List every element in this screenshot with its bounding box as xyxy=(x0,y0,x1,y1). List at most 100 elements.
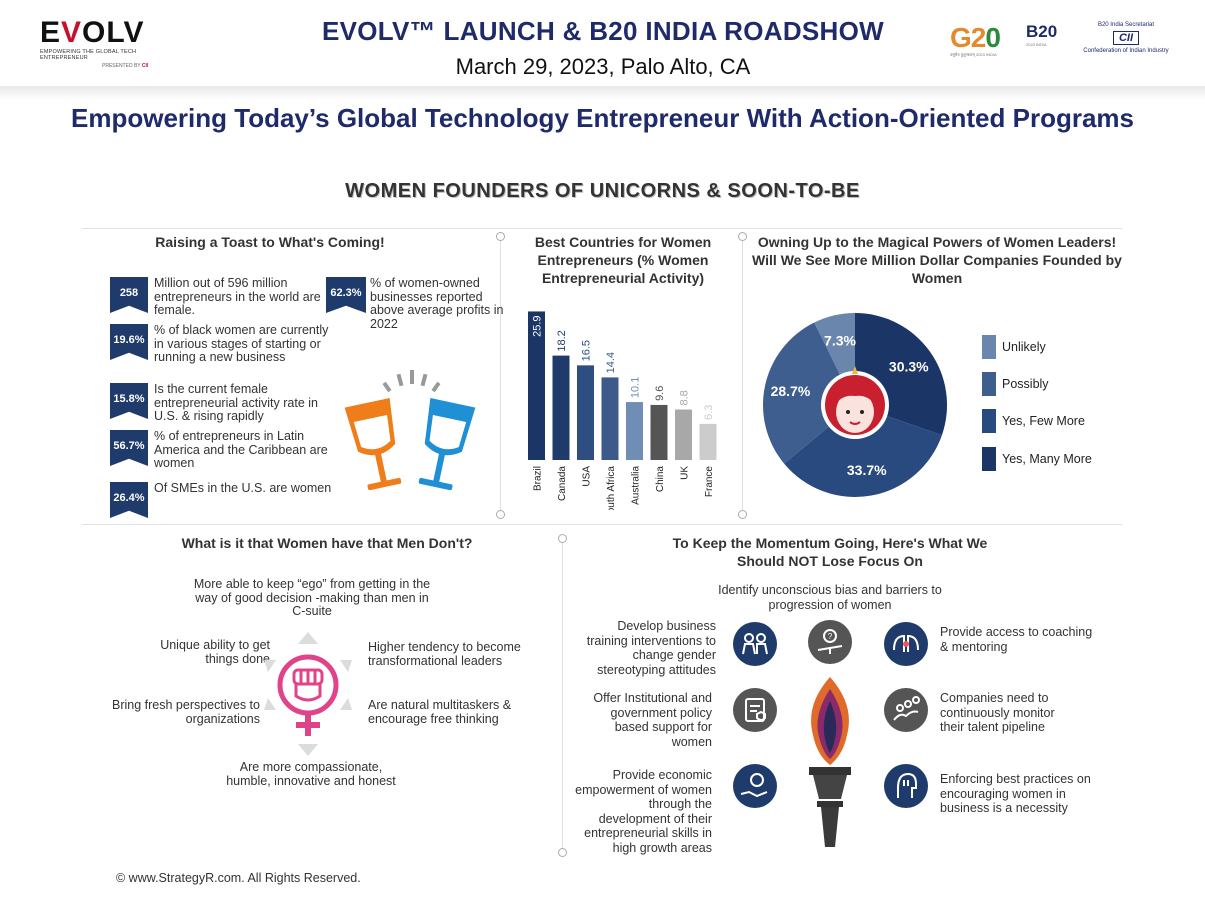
bar-category-label: China xyxy=(655,466,666,493)
legend-item: Yes, Many More xyxy=(982,447,1122,473)
bar-china xyxy=(650,404,668,460)
focus-right-3: Enforcing best practices on encouraging … xyxy=(940,772,1091,815)
trait-top: More able to keep “ego” from getting in … xyxy=(193,577,431,618)
female-fist-icon xyxy=(264,632,352,756)
slice-value-label: 33.7% xyxy=(847,462,887,478)
bar-value-label: 8.8 xyxy=(679,390,691,405)
legend-swatch xyxy=(982,372,996,396)
cii-logo: B20 India Secretariat CII Confederation … xyxy=(1083,22,1169,54)
stat-value-badge: 258 xyxy=(110,277,148,313)
training-icon xyxy=(733,622,777,666)
page-title: EVOLV™ LAUNCH & B20 INDIA ROADSHOW xyxy=(321,16,884,46)
bar-value-label: 6.3 xyxy=(703,405,715,420)
focus-right-2: Companies need to continuously monitor t… xyxy=(940,691,1055,734)
bar-chart: 25.9 Brazil 18.2 Canada 16.5 USA 14.4 South Afr… xyxy=(528,311,717,510)
stat-item: 56.7% % of entrepreneurs in Latin Americ… xyxy=(110,429,328,470)
legend-label: Possibly xyxy=(1002,377,1049,391)
stat-text: % of women-owned businesses reported abo… xyxy=(370,276,504,331)
stat-text: Of SMEs in the U.S. are women xyxy=(154,481,332,495)
trait-bottom-left: Bring fresh perspectives to organization… xyxy=(112,698,260,726)
deco-dot xyxy=(738,510,747,519)
stat-item: 19.6% % of black women are currently in … xyxy=(110,323,328,364)
toasting-glasses-icon xyxy=(344,370,476,491)
stat-text: Million out of 596 million entrepreneurs… xyxy=(154,276,321,317)
talent-pipeline-icon xyxy=(884,688,928,732)
toast-heading: Raising a Toast to What's Coming! xyxy=(155,234,385,250)
bar-value-label: 9.6 xyxy=(654,386,666,401)
header-bar: EVOLV EMPOWERING THE GLOBAL TECH ENTREPR… xyxy=(0,0,1205,88)
deco-dot xyxy=(558,848,567,857)
g20-logo: G20 वसुधैव कुटुम्बकम् 2023 INDIA xyxy=(950,22,1001,57)
footer-copyright: © www.StrategyR.com. All Rights Reserved… xyxy=(116,871,361,885)
stat-item: 258 Million out of 596 million entrepren… xyxy=(110,276,322,317)
bar-category-label: Australia xyxy=(631,466,642,505)
deco-dot xyxy=(496,232,505,241)
bar-canada xyxy=(552,355,570,460)
slice-value-label: 30.3% xyxy=(889,359,929,375)
slice-yes-few-more xyxy=(784,405,942,497)
economic-empowerment-icon xyxy=(733,764,777,808)
infographic-title: WOMEN FOUNDERS OF UNICORNS & SOON-TO-BE xyxy=(345,180,860,202)
coaching-icon xyxy=(884,622,928,666)
best-practices-icon xyxy=(884,764,928,808)
legend-swatch xyxy=(982,335,996,359)
divider-v2 xyxy=(742,236,743,514)
side-stat-item: 62.3% % of women-owned businesses report… xyxy=(326,276,506,330)
momentum-heading: To Keep the Momentum Going, Here's What … xyxy=(672,535,988,569)
bar-category-label: South Africa xyxy=(606,466,617,510)
stat-text: % of black women are currently in variou… xyxy=(154,323,329,364)
legend-label: Unlikely xyxy=(1002,340,1046,354)
trait-top-left: Unique ability to get things done xyxy=(160,638,270,666)
logo-tagline: EMPOWERING THE GLOBAL TECH ENTREPRENEUR xyxy=(40,49,137,61)
bar-france xyxy=(699,423,717,460)
donut-chart: 30.3% 33.7% 28.7% 7.3% xyxy=(763,313,947,497)
stat-text: % of entrepreneurs in Latin America and … xyxy=(154,429,328,470)
bar-australia xyxy=(626,402,643,460)
trait-bottom: Are more compassionate, humble, innovati… xyxy=(226,760,396,788)
bar-brazil xyxy=(528,311,545,460)
focus-left-3: Provide economic empowerment of women th… xyxy=(575,768,712,855)
stat-item: 15.8% Is the current female entrepreneur… xyxy=(110,382,322,423)
divider-v3 xyxy=(562,538,563,852)
bar-usa xyxy=(577,365,594,460)
legend-swatch xyxy=(982,447,996,471)
bar-value-label: 14.4 xyxy=(605,352,617,373)
trait-bottom-right: Are natural multitaskers & encourage fre… xyxy=(368,698,512,726)
bar-value-label: 16.5 xyxy=(581,340,593,361)
legend-label: Yes, Many More xyxy=(1002,452,1092,466)
trait-top-right: Higher tendency to become transformation… xyxy=(368,640,521,668)
focus-right-1: Provide access to coaching & mentoring xyxy=(940,625,1093,654)
bar-value-label: 25.9 xyxy=(532,315,544,336)
slice-possibly xyxy=(763,322,855,464)
bar-value-label: 10.1 xyxy=(630,377,642,398)
deco-dot xyxy=(738,232,747,241)
legend-label: Yes, Few More xyxy=(1002,414,1085,428)
bar-category-label: USA xyxy=(582,466,593,487)
legend-swatch xyxy=(982,409,996,433)
legend-item: Possibly xyxy=(982,372,1122,398)
evolv-logo: EVOLV EMPOWERING THE GLOBAL TECH ENTREPR… xyxy=(40,18,170,70)
header-shadow xyxy=(0,86,1205,100)
bar-category-label: UK xyxy=(680,466,691,480)
legend-item: Yes, Few More xyxy=(982,409,1122,435)
deco-dot xyxy=(496,510,505,519)
stat-value-badge: 19.6% xyxy=(110,324,148,360)
bar-category-label: Canada xyxy=(557,466,568,501)
stat-item: 26.4% Of SMEs in the U.S. are women xyxy=(110,481,331,522)
divider-v1 xyxy=(500,236,501,514)
stat-value-badge: 56.7% xyxy=(110,430,148,466)
bar-south-africa xyxy=(601,377,619,460)
bar-category-label: France xyxy=(704,466,715,498)
slice-value-label: 28.7% xyxy=(771,383,811,399)
bar-category-label: Brazil xyxy=(533,466,544,491)
donut-chart-title: Owning Up to the Magical Powers of Women… xyxy=(752,234,1122,286)
bar-uk xyxy=(675,409,692,460)
divider-top xyxy=(82,228,1122,229)
stat-value-badge: 62.3% xyxy=(326,277,366,313)
bar-chart-title: Best Countries for Women Entrepreneurs (… xyxy=(534,234,712,286)
bar-value-label: 18.2 xyxy=(556,330,568,351)
slide-subtitle: Empowering Today’s Global Technology Ent… xyxy=(71,103,1134,133)
slice-value-label: 7.3% xyxy=(824,333,856,349)
torch-icon xyxy=(809,677,851,847)
focus-top: Identify unconscious bias and barriers t… xyxy=(718,583,942,612)
